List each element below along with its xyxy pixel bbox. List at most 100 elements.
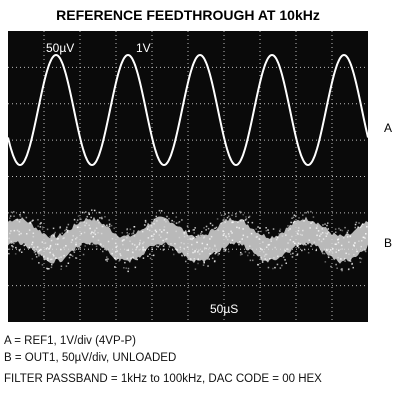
noise-dot	[53, 228, 55, 230]
noise-dot	[240, 220, 242, 222]
noise-dot	[60, 249, 62, 251]
noise-dot	[326, 250, 328, 252]
noise-dot	[326, 236, 328, 238]
noise-dot	[223, 217, 225, 219]
noise-dot	[279, 230, 281, 232]
noise-dot	[140, 240, 142, 242]
noise-dot	[142, 247, 144, 249]
noise-dot	[147, 256, 149, 258]
noise-dot	[68, 263, 70, 265]
noise-dot	[91, 232, 93, 234]
noise-dot	[176, 249, 178, 251]
noise-dot	[354, 242, 356, 244]
noise-dot	[294, 243, 296, 245]
noise-dot	[364, 238, 366, 240]
noise-dot	[87, 216, 89, 218]
noise-dot	[247, 236, 249, 238]
noise-dot	[304, 243, 306, 245]
noise-dot	[214, 260, 216, 262]
noise-dot	[71, 242, 73, 244]
noise-dot	[209, 238, 211, 240]
noise-dot	[109, 224, 111, 226]
noise-dot	[209, 253, 211, 255]
noise-dot	[194, 232, 196, 234]
noise-dot	[347, 236, 349, 238]
noise-dot	[248, 217, 250, 219]
noise-dot	[127, 228, 129, 230]
noise-dot	[253, 254, 255, 256]
noise-dot	[71, 254, 73, 256]
noise-dot	[47, 259, 49, 261]
noise-dot	[64, 230, 66, 232]
noise-dot	[313, 216, 315, 218]
noise-dot	[200, 233, 202, 235]
noise-dot	[245, 251, 247, 253]
noise-dot	[292, 256, 294, 258]
noise-dot	[67, 230, 69, 232]
noise-dot	[290, 253, 292, 255]
noise-dot	[89, 228, 91, 230]
page: REFERENCE FEEDTHROUGH AT 10kHz 50µV 1V 5…	[0, 0, 408, 402]
noise-dot	[280, 267, 282, 269]
noise-dot	[19, 221, 21, 223]
noise-dot	[276, 239, 278, 241]
noise-dot	[134, 244, 136, 246]
noise-dot	[245, 216, 247, 218]
noise-dot	[150, 225, 152, 227]
noise-dot	[360, 227, 362, 229]
noise-dot	[131, 233, 133, 235]
noise-dot	[76, 237, 78, 239]
noise-dot	[290, 222, 292, 224]
noise-dot	[226, 237, 228, 239]
noise-dot	[36, 256, 38, 258]
noise-dot	[353, 267, 355, 269]
noise-dot	[203, 264, 205, 266]
noise-dot	[127, 232, 129, 234]
noise-dot	[10, 215, 12, 217]
noise-dot	[145, 220, 147, 222]
noise-dot	[228, 212, 230, 214]
noise-dot	[297, 254, 299, 256]
noise-dot	[179, 237, 181, 239]
noise-dot	[101, 233, 103, 235]
noise-dot	[332, 252, 334, 254]
noise-dot	[298, 227, 300, 229]
noise-dot	[261, 259, 263, 261]
noise-dot	[221, 215, 223, 217]
noise-dot	[274, 247, 276, 249]
noise-dot	[109, 219, 111, 221]
noise-dot	[212, 225, 214, 227]
noise-dot	[134, 235, 136, 237]
noise-dot	[109, 225, 111, 227]
noise-dot	[240, 254, 242, 256]
noise-dot	[265, 227, 267, 229]
noise-dot	[358, 222, 360, 224]
noise-dot	[129, 233, 131, 235]
noise-dot	[336, 268, 338, 270]
noise-dot	[194, 258, 196, 260]
noise-dot	[96, 246, 98, 248]
noise-dot	[184, 236, 186, 238]
noise-dot	[35, 254, 37, 256]
noise-dot	[282, 235, 284, 237]
noise-dot	[238, 244, 240, 246]
noise-dot	[114, 266, 116, 268]
noise-dot	[51, 267, 53, 269]
noise-dot	[154, 219, 156, 221]
noise-dot	[89, 243, 91, 245]
noise-dot	[46, 268, 48, 270]
noise-dot	[327, 222, 329, 224]
noise-dot	[127, 250, 128, 252]
noise-dot	[298, 243, 300, 245]
noise-dot	[11, 241, 13, 243]
noise-dot	[88, 225, 90, 227]
noise-dot	[111, 253, 113, 255]
noise-dot	[130, 229, 132, 231]
noise-dot	[183, 232, 185, 234]
noise-dot	[293, 217, 295, 219]
noise-dot	[128, 268, 130, 270]
noise-dot	[85, 211, 87, 213]
noise-dot	[114, 257, 116, 259]
noise-dot	[46, 248, 48, 250]
noise-dot	[266, 259, 268, 261]
